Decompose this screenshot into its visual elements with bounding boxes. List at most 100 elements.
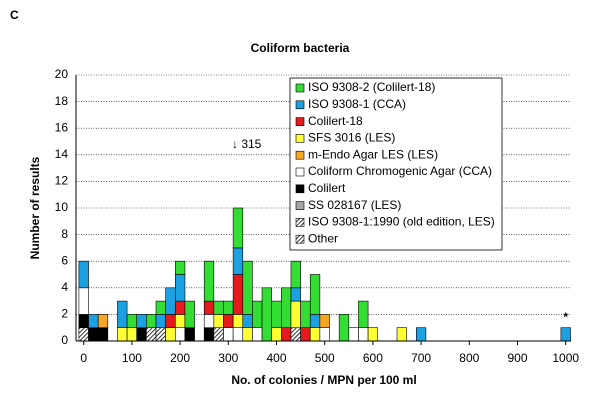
bar-segment <box>281 287 292 328</box>
legend-label: ISO 9308-1 (CCA) <box>308 97 406 111</box>
bar-segment <box>78 327 89 342</box>
annotation: ↓ 315 <box>232 137 262 151</box>
legend-label: Coliform Chromogenic Agar (CCA) <box>308 164 492 178</box>
bar-segment <box>203 300 215 315</box>
legend-label: Colilert-18 <box>308 114 363 128</box>
bar-segment <box>348 327 359 342</box>
bar-segment <box>271 327 282 342</box>
bar-segment <box>78 314 89 328</box>
bar-segment <box>223 314 234 328</box>
y-tick-label: 12 <box>55 174 69 188</box>
bar-segment <box>174 260 186 275</box>
bar-segment <box>213 314 224 328</box>
y-tick-label: 2 <box>61 307 68 321</box>
bar-segment <box>165 327 176 342</box>
bar-segment <box>415 327 427 342</box>
legend-swatch <box>295 150 305 160</box>
bar-segment <box>184 300 195 329</box>
bar-segment <box>126 327 138 342</box>
bar-segment <box>232 274 244 315</box>
x-tick-label: 400 <box>266 351 286 365</box>
x-tick-label: 600 <box>363 351 383 365</box>
bar-segment <box>358 327 369 342</box>
bar-segment <box>358 300 369 329</box>
y-tick-label: 18 <box>55 94 69 108</box>
x-tick-label: 800 <box>459 351 479 365</box>
legend-swatch <box>295 218 305 227</box>
legend-swatch <box>295 167 305 177</box>
bar-segment <box>146 327 157 342</box>
bar-segment <box>97 314 109 328</box>
bar-segment <box>290 327 301 342</box>
y-tick-label: 8 <box>61 227 68 241</box>
bar-segment <box>97 327 109 342</box>
legend-label: ISO 9308-2 (Colilert-18) <box>308 80 435 94</box>
bar-segment <box>290 300 301 329</box>
bar-segment <box>78 287 89 315</box>
legend-label: ISO 9308-1:1990 (old edition, LES) <box>308 215 495 229</box>
x-tick-label: 500 <box>315 351 335 365</box>
bar-segment <box>281 327 292 342</box>
legend-label: SFS 3016 (LES) <box>308 131 395 145</box>
legend-swatch <box>295 117 305 126</box>
bar-segment <box>319 327 330 342</box>
y-tick-label: 14 <box>55 147 69 161</box>
bar-segment <box>367 327 379 342</box>
bar-segment <box>242 260 253 315</box>
bar-segment <box>136 327 147 342</box>
x-tick-label: 200 <box>170 351 190 365</box>
bar-segment <box>271 300 282 329</box>
bar-segment <box>117 300 128 329</box>
x-tick-label: 300 <box>218 351 238 365</box>
bar-segment <box>290 260 301 289</box>
bar-segment <box>261 287 272 342</box>
bar-segment <box>203 314 215 328</box>
legend-swatch <box>295 83 305 93</box>
bar-segment <box>396 327 407 342</box>
y-tick-label: 0 <box>61 333 68 347</box>
bar-segment <box>155 327 166 342</box>
bar-segment <box>560 327 571 342</box>
legend-swatch <box>295 100 305 110</box>
bar-segment <box>184 327 195 342</box>
bar-segment <box>203 327 215 342</box>
bar-segment <box>232 327 244 342</box>
bar-segment <box>174 274 186 302</box>
legend-label: m-Endo Agar LES (LES) <box>308 147 438 161</box>
bar-segment <box>174 314 186 328</box>
legend-swatch <box>295 184 305 194</box>
bar-segment <box>309 327 321 342</box>
x-tick-label: 700 <box>411 351 431 365</box>
bar-segment <box>309 314 321 328</box>
bar-segment <box>223 300 234 315</box>
legend-swatch <box>295 201 305 210</box>
bar-segment <box>203 260 215 302</box>
y-tick-label: 10 <box>55 200 69 214</box>
x-tick-label: 1000 <box>552 351 579 365</box>
legend-label: Other <box>308 231 338 245</box>
bar-segment <box>232 247 244 275</box>
bar-segment <box>290 287 301 302</box>
bar-segment <box>155 300 166 315</box>
bar-segment <box>165 314 176 328</box>
bar-segment <box>165 287 176 315</box>
bar-segment <box>78 260 89 289</box>
chart-title: Coliform bacteria <box>251 41 350 55</box>
bar-segment <box>88 314 99 328</box>
y-tick-label: 6 <box>61 253 68 267</box>
y-tick-label: 4 <box>61 280 68 294</box>
y-tick-label: 16 <box>55 120 69 134</box>
bar-segment <box>155 314 166 328</box>
bar-segment <box>174 327 186 342</box>
bar-segment <box>338 314 350 342</box>
bar-segment <box>174 300 186 315</box>
bar-segment <box>309 274 321 315</box>
bar-segment <box>319 314 330 328</box>
bar-segment <box>242 327 253 342</box>
panel-label: C <box>10 8 19 22</box>
bar-segment <box>136 314 147 328</box>
bar-segment <box>117 327 128 342</box>
x-tick-label: 900 <box>507 351 527 365</box>
legend-box <box>289 77 503 251</box>
